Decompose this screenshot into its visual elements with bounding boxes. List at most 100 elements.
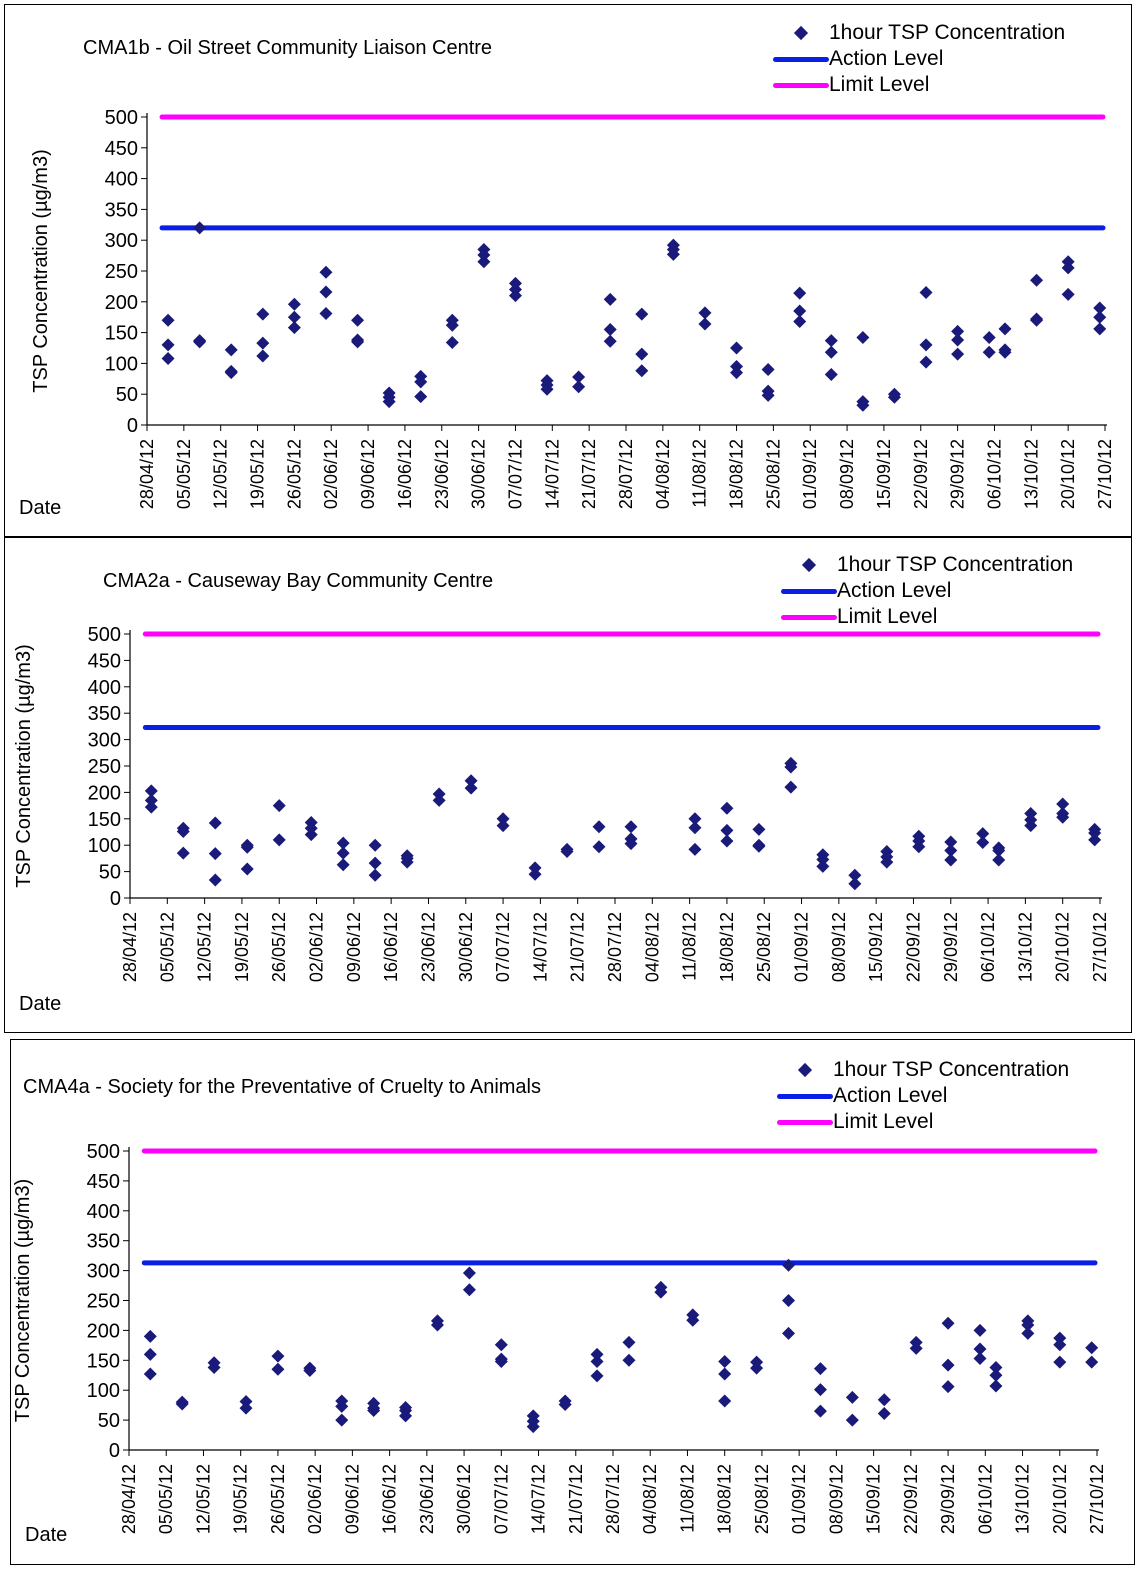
data-point bbox=[941, 1380, 955, 1394]
data-point bbox=[462, 1266, 476, 1280]
data-point bbox=[143, 1347, 157, 1361]
x-tick-label: 16/06/12 bbox=[380, 1464, 400, 1534]
data-point bbox=[887, 390, 901, 404]
data-point bbox=[193, 335, 207, 349]
data-point bbox=[336, 836, 350, 850]
x-tick-label: 15/09/12 bbox=[866, 912, 886, 982]
x-tick-label: 07/07/12 bbox=[493, 912, 513, 982]
y-axis-title: TSP Concentration (µg/m3) bbox=[30, 149, 52, 392]
data-point bbox=[144, 793, 158, 807]
action-line-swatch bbox=[781, 588, 837, 594]
data-point bbox=[951, 333, 965, 347]
date-axis-label: Date bbox=[25, 1524, 68, 1546]
data-point bbox=[877, 1393, 891, 1407]
data-point bbox=[240, 862, 254, 876]
x-tick-label: 18/08/12 bbox=[727, 439, 747, 509]
y-tick-label: 450 bbox=[88, 650, 121, 672]
data-point bbox=[143, 1329, 157, 1343]
data-point bbox=[686, 1313, 700, 1327]
x-tick-label: 23/06/12 bbox=[432, 439, 452, 509]
data-point bbox=[912, 840, 926, 854]
data-point bbox=[1085, 1355, 1099, 1369]
x-tick-label: 26/05/12 bbox=[284, 439, 304, 509]
x-tick-label: 25/08/12 bbox=[754, 912, 774, 982]
data-point bbox=[1056, 810, 1070, 824]
x-tick-label: 26/05/12 bbox=[269, 912, 289, 982]
x-tick-label: 06/10/12 bbox=[984, 439, 1004, 509]
data-point bbox=[208, 816, 222, 830]
y-tick-label: 500 bbox=[88, 624, 121, 646]
data-point bbox=[287, 297, 301, 311]
x-tick-label: 19/05/12 bbox=[232, 912, 252, 982]
data-point bbox=[793, 286, 807, 300]
data-point bbox=[558, 1398, 572, 1412]
x-tick-label: 16/06/12 bbox=[395, 439, 415, 509]
y-tick-label: 250 bbox=[88, 756, 121, 778]
x-tick-label: 13/10/12 bbox=[1013, 1464, 1033, 1534]
legend-label: 1hour TSP Concentration bbox=[829, 21, 1066, 44]
action-line-swatch bbox=[777, 1093, 833, 1099]
data-point bbox=[176, 846, 190, 860]
x-tick-label: 11/08/12 bbox=[677, 1464, 697, 1533]
limit-line-swatch bbox=[777, 1119, 833, 1125]
data-point bbox=[992, 853, 1006, 867]
data-point bbox=[856, 398, 870, 412]
data-point bbox=[464, 774, 478, 788]
y-tick-label: 0 bbox=[109, 1440, 120, 1462]
data-point bbox=[287, 310, 301, 324]
legend-item-limit: Limit Level bbox=[777, 1109, 1069, 1135]
y-tick-label: 350 bbox=[88, 703, 121, 725]
legend-label: Action Level bbox=[833, 1084, 948, 1107]
data-point bbox=[976, 827, 990, 841]
x-tick-label: 09/06/12 bbox=[344, 912, 364, 982]
data-point bbox=[272, 799, 286, 813]
data-point bbox=[175, 1397, 189, 1411]
x-tick-label: 21/07/12 bbox=[579, 439, 599, 509]
data-point bbox=[730, 341, 744, 355]
data-point bbox=[654, 1285, 668, 1299]
x-tick-label: 12/05/12 bbox=[195, 912, 215, 982]
data-point bbox=[973, 1323, 987, 1337]
y-tick-label: 350 bbox=[105, 199, 138, 221]
y-tick-label: 450 bbox=[105, 138, 138, 160]
data-point bbox=[782, 1294, 796, 1307]
data-point bbox=[730, 366, 744, 380]
x-tick-label: 01/09/12 bbox=[789, 1464, 809, 1534]
x-tick-label: 18/08/12 bbox=[717, 912, 737, 982]
data-point bbox=[782, 1326, 796, 1340]
plot-area: 0 50 100 150 200 250 300 350 400 450 500 TSP Concen… bbox=[13, 624, 1110, 982]
data-point bbox=[256, 349, 270, 363]
data-point bbox=[590, 1369, 604, 1383]
x-tick-label: 08/09/12 bbox=[826, 1464, 846, 1534]
y-tick-label: 300 bbox=[105, 230, 138, 252]
data-point bbox=[688, 812, 702, 826]
x-tick-label: 11/08/12 bbox=[680, 912, 700, 981]
data-point bbox=[603, 292, 617, 306]
data-point bbox=[400, 855, 414, 869]
data-point bbox=[845, 1390, 859, 1404]
data-point bbox=[303, 1363, 317, 1377]
data-point bbox=[750, 1361, 764, 1375]
data-point bbox=[720, 801, 734, 815]
y-tick-label: 100 bbox=[105, 353, 138, 375]
data-point bbox=[816, 852, 830, 866]
data-point bbox=[272, 833, 286, 847]
data-point bbox=[982, 331, 996, 345]
x-tick-label: 21/07/12 bbox=[566, 1464, 586, 1534]
data-point bbox=[989, 1360, 1003, 1374]
x-tick-label: 08/09/12 bbox=[837, 439, 857, 509]
y-tick-label: 200 bbox=[87, 1320, 120, 1342]
data-point bbox=[813, 1362, 827, 1376]
data-point bbox=[998, 345, 1012, 359]
x-tick-label: 23/06/12 bbox=[417, 1464, 437, 1534]
x-tick-label: 16/06/12 bbox=[381, 912, 401, 982]
x-tick-label: 29/09/12 bbox=[941, 912, 961, 982]
x-tick-label: 27/10/12 bbox=[1087, 1464, 1107, 1534]
data-point bbox=[144, 800, 158, 814]
data-point bbox=[430, 1318, 444, 1332]
data-point bbox=[1061, 287, 1075, 301]
data-point bbox=[622, 1335, 636, 1349]
data-point bbox=[752, 839, 766, 853]
data-point bbox=[367, 1404, 381, 1418]
legend-label: Limit Level bbox=[833, 1110, 934, 1133]
